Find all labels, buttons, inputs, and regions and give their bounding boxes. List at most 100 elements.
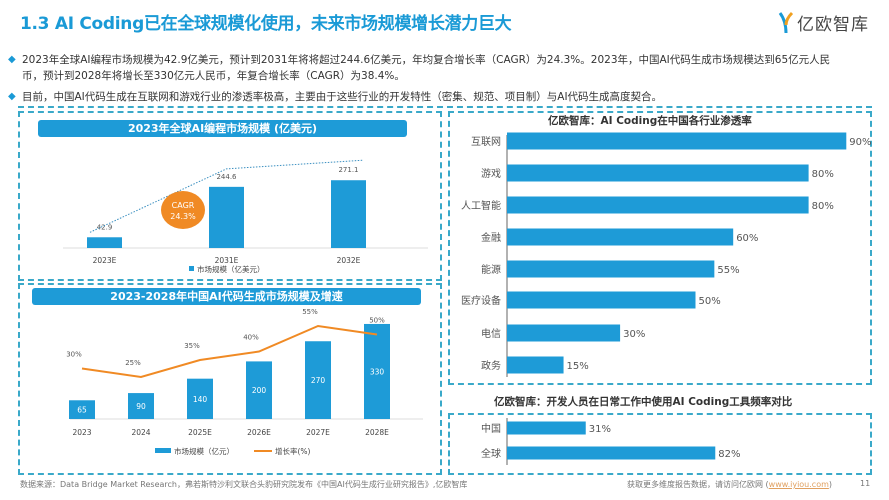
value-label: 60% [736,233,758,244]
x-tick-label: 2023 [72,428,91,437]
x-tick-label: 2028E [365,428,389,437]
value-label: 82% [718,449,740,460]
legend-bar-swatch [155,448,171,453]
bar [507,164,809,182]
legend-line-label: 增长率(%) [275,446,311,456]
x-tick-label: 2024 [131,428,150,437]
bar-value-label: 270 [311,376,326,385]
data-label: 244.6 [216,173,237,181]
bar [87,237,122,248]
category-label: 医疗设备 [461,294,501,307]
growth-label: 40% [243,334,259,342]
usage-frequency-chart: 中国 31% 全球 82% [481,418,741,465]
footer-link[interactable]: www.iyiou.com [768,480,829,489]
bullet-1: ◆ 2023年全球AI编程市场规模为42.9亿美元，预计到2031年将将超过244… [8,52,838,84]
cagr-value: 24.3% [170,212,196,221]
usage-frequency-panel [448,413,872,475]
category-label: 中国 [481,422,501,435]
value-label: 31% [589,424,611,435]
cagr-badge [161,191,205,229]
growth-label: 25% [125,359,141,367]
category-label: 全球 [481,447,501,460]
bar [209,186,244,248]
category-label: 能源 [481,263,501,276]
china-market-chart: 65 2023 90 2024 140 2025E 200 2026E 270 2027E 330 2… [66,308,423,456]
x-tick-label: 2023E [93,256,117,265]
growth-label: 50% [369,317,385,325]
bar [507,446,716,460]
legend-swatch [189,266,194,271]
logo-text: 亿欧智库 [797,15,869,35]
category-label: 互联网 [471,136,501,148]
iyiou-logo-icon [778,11,794,35]
bar [507,260,715,278]
growth-label: 30% [66,351,82,359]
bullet-2: ◆ 目前，中国AI代码生成在互联网和游戏行业的渗透率极高，主要由于这些行业的开发特… [8,89,838,105]
bullet-text: 2023年全球AI编程市场规模为42.9亿美元，预计到2031年将将超过244.… [22,54,831,82]
bar [507,291,696,309]
bar [364,323,390,419]
growth-label: 35% [184,342,200,350]
x-tick-label: 2026E [247,428,271,437]
chart2-title: 2023-2028年中国AI代码生成市场规模及增速 [32,288,421,305]
bar-value-label: 90 [136,402,146,411]
chart1-title: 2023年全球AI编程市场规模 (亿美元) [38,120,407,137]
legend-label: 市场规模（亿美元） [197,264,265,274]
legend-bar-label: 市场规模（亿元） [174,446,234,456]
page-number: 11 [860,479,871,488]
bar [507,132,847,150]
value-label: 55% [717,265,739,276]
footer-close: ) [828,480,833,489]
footer-more-text: 获取更多维度报告数据，请访问亿欧网 ( [627,480,769,489]
bar [187,378,213,419]
industry-penetration-chart: 互联网 90% 游戏 80% 人工智能 80% 金融 60% 能源 55% 医疗设备 50% 电信 30%… [461,132,872,377]
bar [305,341,331,419]
bar [507,324,621,342]
value-label: 15% [567,361,589,372]
growth-line [81,324,378,379]
global-market-chart: 42.9 2023E 244.6 2031E 271.1 2032E CAGR 24.3% 市场… [63,159,428,274]
value-label: 90% [849,137,871,148]
data-label: 42.9 [97,223,113,231]
category-label: 政务 [481,359,501,372]
cagr-label: CAGR [172,201,195,210]
global-market-panel [18,111,442,281]
page-title: 1.3 AI Coding已在全球规模化使用，未来市场规模增长潜力巨大 [20,14,512,34]
category-label: 游戏 [481,167,501,180]
chart4-title: 亿欧智库：开发人员在日常工作中使用AI Coding工具频率对比 [494,396,793,408]
bar [69,400,95,419]
logo: 亿欧智库 [778,10,869,35]
value-label: 30% [623,329,645,340]
bullet-text: 目前，中国AI代码生成在互联网和游戏行业的渗透率极高，主要由于这些行业的开发特性… [22,91,663,103]
bar-value-label: 65 [77,406,87,415]
value-label: 50% [699,296,721,307]
bar [507,356,564,374]
bar [507,228,734,246]
diamond-icon: ◆ [8,54,16,65]
value-label: 80% [812,169,834,180]
bar [331,180,366,248]
bar [246,361,272,419]
category-label: 金融 [481,231,501,244]
diamond-icon: ◆ [8,91,16,102]
growth-label: 55% [302,308,318,316]
bar-value-label: 200 [252,386,267,395]
x-tick-label: 2031E [215,256,239,265]
x-tick-label: 2032E [337,256,361,265]
data-label: 271.1 [338,166,358,174]
category-label: 人工智能 [461,199,501,212]
category-label: 电信 [481,327,501,340]
value-label: 80% [812,201,834,212]
bar [507,196,809,214]
bar [507,421,586,435]
source-note: 数据来源：Data Bridge Market Research，弗若斯特沙利文… [20,480,468,489]
trend-line [89,159,364,233]
bar [128,393,154,419]
footer-more: 获取更多维度报告数据，请访问亿欧网 (www.iyiou.com) [627,479,832,490]
china-market-panel [18,283,442,475]
x-tick-label: 2025E [188,428,212,437]
x-tick-label: 2027E [306,428,330,437]
industry-penetration-panel [448,111,872,385]
chart3-title: 亿欧智库：AI Coding在中国各行业渗透率 [548,115,752,127]
bar-value-label: 140 [193,395,208,404]
